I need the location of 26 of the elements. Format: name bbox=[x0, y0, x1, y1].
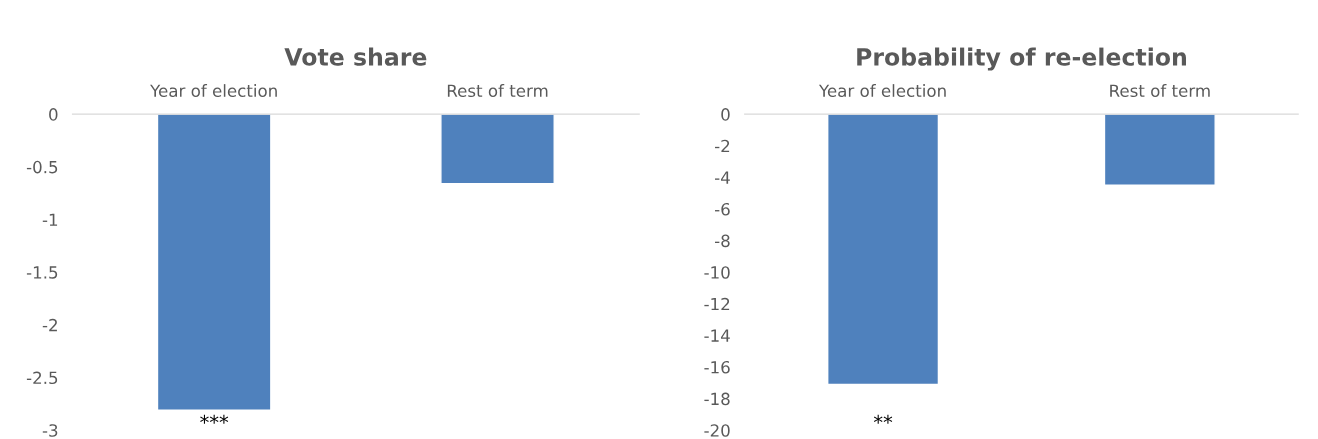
y-tick-label: -1.5 bbox=[26, 266, 58, 279]
y-tick-label: -1 bbox=[42, 213, 58, 226]
y-tick-label: -6 bbox=[714, 202, 730, 216]
y-tick-label: -2 bbox=[714, 139, 730, 153]
x-tick-label: Rest of term bbox=[1110, 84, 1210, 98]
y-tick-label: -16 bbox=[704, 360, 730, 374]
y-tick-label: -2.5 bbox=[26, 371, 58, 385]
x-tick-label: Year of election bbox=[150, 84, 277, 98]
y-tick-label: -20 bbox=[704, 424, 730, 437]
y-tick-label: -3 bbox=[42, 424, 58, 437]
y-tick-label: 0 bbox=[721, 108, 730, 121]
y-tick-label: -14 bbox=[704, 329, 730, 342]
chart-title: Probability of re-election bbox=[857, 47, 1186, 71]
y-tick-label: -10 bbox=[704, 266, 730, 279]
y-tick-label: 0 bbox=[49, 108, 58, 121]
y-tick-label: -2 bbox=[42, 318, 57, 332]
y-tick-label: -18 bbox=[704, 392, 730, 406]
chart-title: Vote share bbox=[284, 47, 427, 66]
annotation: ** bbox=[873, 414, 893, 424]
y-tick-label: -12 bbox=[704, 297, 730, 311]
x-tick-label: Rest of term bbox=[447, 84, 548, 98]
y-tick-label: -0.5 bbox=[26, 160, 58, 174]
y-tick-label: -8 bbox=[714, 234, 730, 248]
x-tick-label: Year of election bbox=[818, 84, 946, 98]
y-tick-label: -4 bbox=[714, 171, 730, 184]
annotation: *** bbox=[200, 414, 229, 424]
